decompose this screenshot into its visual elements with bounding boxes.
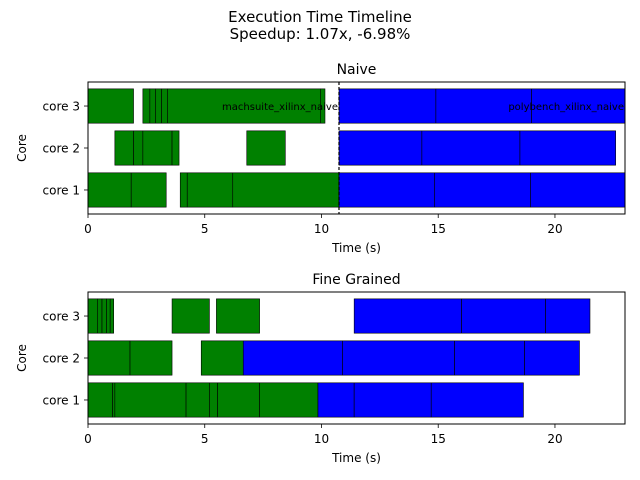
naive-bar-core3-green-4 (161, 88, 168, 124)
naive-bar-core3-green-6 (320, 88, 326, 124)
naive-bar-core2-green-0 (114, 130, 134, 166)
fine-grained-ytick-label-core3: core 3 (43, 310, 80, 324)
naive-bar-core3-green-1 (142, 88, 151, 124)
naive-bar-core1-green-0 (87, 172, 132, 208)
fine-grained-bar-core3-green-1 (97, 298, 103, 334)
fine-grained-bar-core1-green-0 (87, 382, 113, 418)
naive-bar-core1-blue-0 (338, 172, 436, 208)
fine-grained-bar-core3-blue-1 (461, 298, 546, 334)
fine-grained-bar-core3-blue-0 (353, 298, 462, 334)
fine-grained-bar-core2-blue-1 (342, 340, 455, 376)
naive-xtick-label-10: 10 (314, 222, 329, 236)
naive-xtick-label-20: 20 (547, 222, 562, 236)
naive-bar-core3-green-3 (155, 88, 162, 124)
fine-grained-bar-core2-green-1 (129, 340, 173, 376)
naive-xtick-label-0: 0 (84, 222, 92, 236)
naive-annotation-0: machsuite_xilinx_naive (222, 102, 338, 113)
naive-bar-core2-green-3 (171, 130, 180, 166)
fine-grained-xtick-label-0: 0 (84, 432, 92, 446)
fine-grained-xtick-label-5: 5 (201, 432, 209, 446)
naive-bar-core3-blue-0 (338, 88, 437, 124)
naive-xlabel: Time (s) (331, 241, 381, 255)
fine-grained-bar-core1-blue-2 (430, 382, 524, 418)
fine-grained-bar-core3-green-2 (101, 298, 107, 334)
fine-grained-bar-core2-blue-0 (242, 340, 343, 376)
naive-ytick-label-core3: core 3 (43, 100, 80, 114)
naive-xtick-label-5: 5 (201, 222, 209, 236)
fine-grained-bar-core2-blue-2 (454, 340, 525, 376)
naive-bar-core1-blue-2 (530, 172, 626, 208)
fine-grained-bar-core1-blue-0 (317, 382, 355, 418)
fine-grained-bar-core1-green-1 (112, 382, 116, 418)
figure-title-line2: Speedup: 1.07x, -6.98% (230, 25, 411, 43)
fine-grained-xtick-label-15: 15 (431, 432, 446, 446)
naive-bar-core1-blue-1 (434, 172, 531, 208)
fine-grained-xlabel: Time (s) (331, 451, 381, 465)
fine-grained-bar-core3-green-6 (216, 298, 260, 334)
fine-grained-bar-core3-green-5 (171, 298, 210, 334)
naive-bar-core3-green-2 (149, 88, 157, 124)
fine-grained-bar-core3-green-0 (87, 298, 98, 334)
naive-bar-core3-green-5 (167, 88, 321, 124)
fine-grained-bar-core1-green-3 (185, 382, 210, 418)
fine-grained-bar-core1-green-2 (114, 382, 187, 418)
naive-ytick-label-core2: core 2 (43, 142, 80, 156)
naive-bar-core2-blue-1 (421, 130, 521, 166)
figure-title-line1: Execution Time Timeline (228, 8, 412, 26)
naive-bar-core2-green-4 (246, 130, 286, 166)
naive-bar-core3-blue-1 (435, 88, 532, 124)
naive-xtick-label-15: 15 (431, 222, 446, 236)
naive-bar-core1-green-1 (130, 172, 167, 208)
naive-bar-core1-green-4 (232, 172, 340, 208)
fine-grained-bar-core1-green-6 (259, 382, 319, 418)
naive-bar-core3-green-0 (87, 88, 134, 124)
naive-axes-title: Naive (337, 62, 377, 78)
naive-bar-core2-green-2 (142, 130, 173, 166)
naive-bar-core2-green-1 (133, 130, 144, 166)
fine-grained-xtick-label-10: 10 (314, 432, 329, 446)
fine-grained-bar-core1-green-5 (217, 382, 260, 418)
fine-grained-ylabel: Core (15, 344, 29, 372)
fine-grained-bar-core2-green-2 (200, 340, 244, 376)
naive-bar-core2-blue-2 (519, 130, 616, 166)
fine-grained-bar-core1-green-4 (209, 382, 218, 418)
fine-grained-bar-core3-blue-2 (545, 298, 591, 334)
fine-grained-xtick-label-20: 20 (547, 432, 562, 446)
naive-annotation-1: polybench_xilinx_naive (508, 102, 624, 113)
fine-grained-ytick-label-core2: core 2 (43, 352, 80, 366)
fine-grained-axes-title: Fine Grained (312, 272, 400, 288)
naive-bar-core1-green-3 (186, 172, 234, 208)
fine-grained-bar-core3-green-4 (109, 298, 114, 334)
fine-grained-bar-core3-green-3 (106, 298, 111, 334)
naive-ytick-label-core1: core 1 (43, 183, 80, 197)
naive-bar-core2-blue-0 (338, 130, 423, 166)
naive-ylabel: Core (15, 134, 29, 162)
fine-grained-bar-core2-blue-3 (524, 340, 580, 376)
naive-bar-core1-green-2 (179, 172, 188, 208)
fine-grained-bar-core1-blue-1 (353, 382, 432, 418)
fine-grained-ytick-label-core1: core 1 (43, 393, 80, 407)
fine-grained-bar-core2-green-0 (87, 340, 131, 376)
